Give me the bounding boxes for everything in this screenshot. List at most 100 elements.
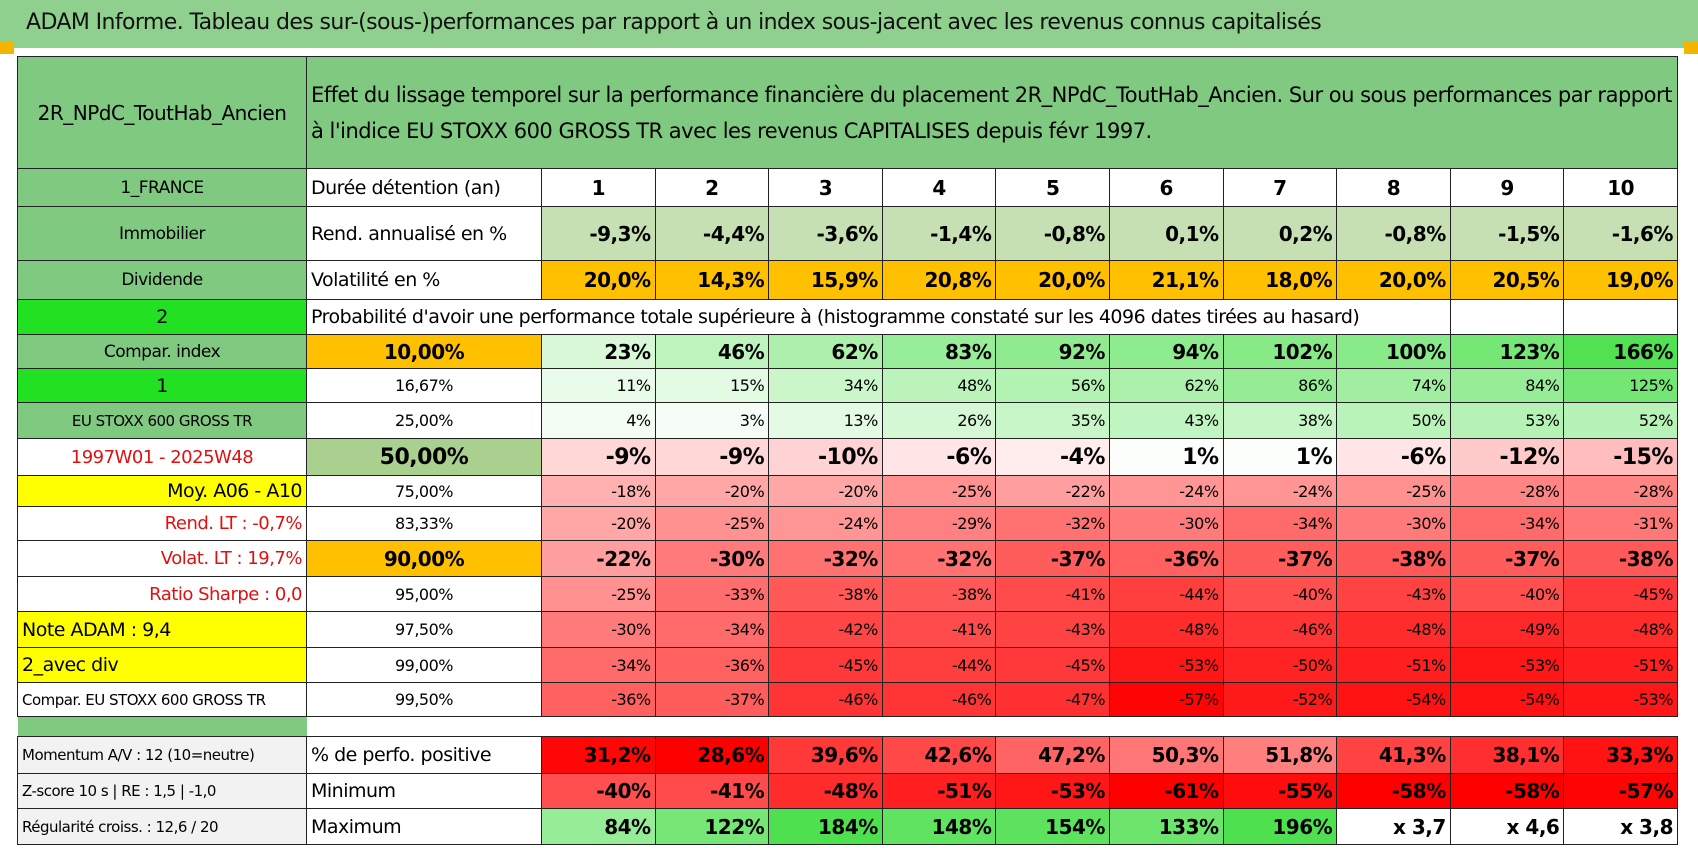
- quantile-value: -52%: [1222, 682, 1338, 717]
- quantile-value: -25%: [654, 506, 770, 541]
- bottom-value: -61%: [1108, 773, 1224, 809]
- quantile-value: -38%: [768, 576, 883, 612]
- stat-value: -4,4%: [654, 206, 770, 261]
- quantile-value: 23%: [541, 334, 656, 369]
- quantile-value: 84%: [1449, 368, 1565, 403]
- stat-value: 10: [1563, 168, 1678, 207]
- quantile-value: -44%: [1108, 576, 1224, 612]
- quantile-value: -49%: [1449, 611, 1565, 648]
- quantile-value: -24%: [768, 506, 883, 541]
- quantile-value: -51%: [1563, 647, 1678, 683]
- side-label: Immobilier: [17, 206, 307, 261]
- table-row: Régularité croiss. : 12,6 / 20 Maximum 84%…: [17, 808, 1678, 845]
- quantile-value: 13%: [768, 402, 883, 439]
- quantile-value: -47%: [995, 682, 1110, 717]
- bottom-value: x 3,8: [1563, 808, 1678, 845]
- table-row: 2R_NPdC_ToutHab_Ancien Effet du lissage t…: [17, 56, 1678, 169]
- stat-value: -9,3%: [541, 206, 656, 261]
- bottom-value: 122%: [654, 808, 770, 845]
- stat-value: 5: [995, 168, 1110, 207]
- quantile-value: -28%: [1449, 475, 1565, 507]
- quantile-value: 3%: [654, 402, 770, 439]
- quantile-value: 83%: [881, 334, 997, 369]
- side-label: 1997W01 - 2025W48: [17, 438, 307, 476]
- stat-value: 21,1%: [1108, 260, 1224, 300]
- bottom-value: 50,3%: [1108, 736, 1224, 774]
- quantile-value: 50%: [1336, 402, 1451, 439]
- side-label: Volat. LT : 19,7%: [17, 540, 307, 577]
- bottom-label: % de perfo. positive: [306, 736, 542, 774]
- quantile-value: -57%: [1108, 682, 1224, 717]
- quantile-value: -48%: [1563, 611, 1678, 648]
- quantile-label: 75,00%: [306, 475, 542, 507]
- side-label: 2: [17, 299, 307, 335]
- bottom-value: 133%: [1108, 808, 1224, 845]
- bottom-value: -53%: [995, 773, 1110, 809]
- quantile-value: -34%: [654, 611, 770, 648]
- bottom-label: Maximum: [306, 808, 542, 845]
- quantile-value: -4%: [995, 438, 1110, 476]
- quantile-value: -38%: [1336, 540, 1451, 577]
- quantile-value: -40%: [1449, 576, 1565, 612]
- stat-value: -1,4%: [881, 206, 997, 261]
- side-label: Ratio Sharpe : 0,0: [17, 576, 307, 612]
- quantile-value: 125%: [1563, 368, 1678, 403]
- stat-value: 4: [881, 168, 997, 207]
- quantile-value: 46%: [654, 334, 770, 369]
- quantile-value: -36%: [1108, 540, 1224, 577]
- quantile-label: 83,33%: [306, 506, 542, 541]
- quantile-value: 15%: [654, 368, 770, 403]
- bottom-value: 39,6%: [768, 736, 883, 774]
- bottom-value: 154%: [995, 808, 1110, 845]
- empty-cell: [1563, 299, 1678, 335]
- quantile-value: -40%: [1222, 576, 1338, 612]
- quantile-value: -12%: [1449, 438, 1565, 476]
- quantile-value: -37%: [995, 540, 1110, 577]
- stat-value: 7: [1222, 168, 1338, 207]
- bottom-value: -55%: [1222, 773, 1338, 809]
- bottom-value: 33,3%: [1563, 736, 1678, 774]
- stat-value: -0,8%: [1336, 206, 1451, 261]
- bottom-value: -58%: [1336, 773, 1451, 809]
- bottom-value: 38,1%: [1449, 736, 1565, 774]
- table-row: Ratio Sharpe : 0,0 95,00% -25% -33% -38% -38%…: [17, 576, 1678, 612]
- quantile-value: -24%: [1222, 475, 1338, 507]
- quantile-value: -30%: [541, 611, 656, 648]
- table-row: 1_FRANCE Durée détention (an) 1 2 3 4 5 6 7 8 9 10: [17, 168, 1678, 207]
- fund-name: 2R_NPdC_ToutHab_Ancien: [17, 56, 307, 169]
- stat-value: 1: [541, 168, 656, 207]
- bottom-value: -57%: [1563, 773, 1678, 809]
- quantile-value: -33%: [654, 576, 770, 612]
- stat-value: 9: [1449, 168, 1565, 207]
- quantile-value: 1%: [1108, 438, 1224, 476]
- quantile-value: -38%: [881, 576, 997, 612]
- table-row: Compar. EU STOXX 600 GROSS TR 99,50% -36% -…: [17, 682, 1678, 717]
- quantile-value: -9%: [541, 438, 656, 476]
- side-label: Dividende: [17, 260, 307, 300]
- table-row: Momentum A/V : 12 (10=neutre)% de perfo.…: [17, 736, 1678, 774]
- quantile-value: -51%: [1336, 647, 1451, 683]
- table-row: [17, 716, 1678, 737]
- side-label: Rend. LT : -0,7%: [17, 506, 307, 541]
- stat-label: Volatilité en %: [306, 260, 542, 300]
- stat-value: 20,8%: [881, 260, 997, 300]
- quantile-value: -6%: [881, 438, 997, 476]
- quantile-value: -25%: [541, 576, 656, 612]
- quantile-value: -36%: [654, 647, 770, 683]
- title: ADAM Informe. Tableau des sur-(sous-)per…: [26, 10, 1322, 35]
- bottom-value: -58%: [1449, 773, 1565, 809]
- table-row: 1997W01 - 2025W48 50,00% -9% -9% -10% -6% -4% 1…: [17, 438, 1678, 476]
- side-label: 2_avec div: [17, 647, 307, 683]
- spacer: [17, 716, 307, 737]
- quantile-label: 99,50%: [306, 682, 542, 717]
- quantile-value: -43%: [1336, 576, 1451, 612]
- quantile-value: -53%: [1449, 647, 1565, 683]
- bottom-value: x 3,7: [1336, 808, 1451, 845]
- quantile-value: -45%: [1563, 576, 1678, 612]
- quantile-value: 53%: [1449, 402, 1565, 439]
- stat-value: 8: [1336, 168, 1451, 207]
- table-row: Rend. LT : -0,7% 83,33% -20% -25% -24% -29% -3…: [17, 506, 1678, 541]
- corner-marker: [0, 42, 14, 54]
- quantile-value: -20%: [541, 506, 656, 541]
- quantile-value: -10%: [768, 438, 883, 476]
